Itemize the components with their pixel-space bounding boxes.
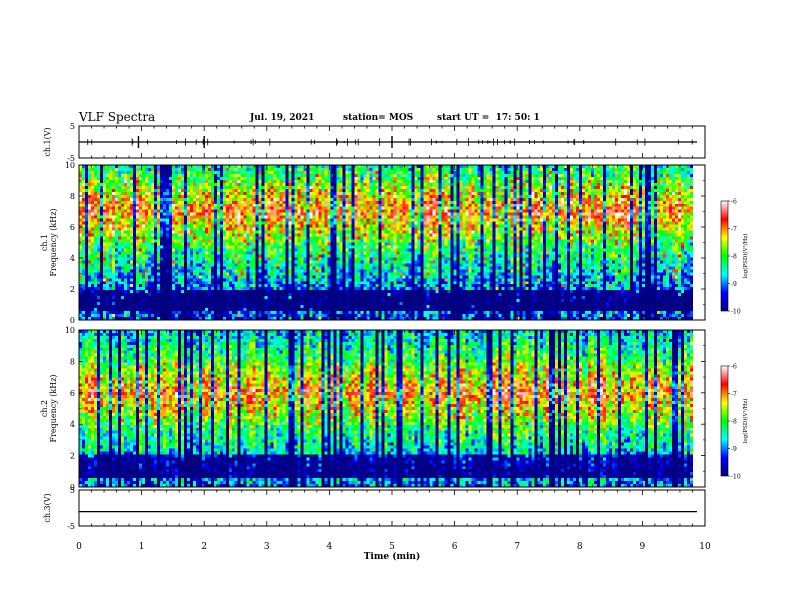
ch3-waveform-ytick-label: -5 bbox=[67, 522, 75, 531]
ch1-spectrogram-colorbar-tick: -10 bbox=[731, 309, 741, 316]
ch1-spectrogram-ytick-label: 0 bbox=[70, 316, 75, 325]
xtick-label: 7 bbox=[514, 542, 520, 552]
ch1-spectrogram-ylabel-channel: ch.1 bbox=[40, 234, 49, 251]
ch1-spectrogram-ylabel-frequency: Frequency (kHz) bbox=[49, 208, 58, 276]
xtick-label: 4 bbox=[327, 542, 333, 552]
xtick-label: 2 bbox=[201, 542, 207, 552]
ch2-spectrogram-ytick-label: 6 bbox=[70, 389, 75, 398]
ch1-spectrogram-ytick-label: 2 bbox=[70, 285, 75, 294]
ch1-spectrogram-ytick-label: 8 bbox=[70, 192, 75, 201]
ch2-spectrogram-colorbar-tick: -8 bbox=[731, 419, 737, 426]
station-label: station= MOS bbox=[343, 113, 414, 123]
ch1-spectrogram-colorbar-tick: -8 bbox=[731, 254, 737, 261]
ch2-spectrogram-colorbar-tick: -7 bbox=[731, 391, 737, 398]
ch1-spectrogram-ytick-label: 4 bbox=[70, 254, 75, 263]
ch1-spectrogram-ytick-label: 10 bbox=[65, 161, 75, 170]
ch1-waveform-ytick-label: -5 bbox=[67, 154, 75, 163]
chart-title: VLF Spectra bbox=[79, 110, 156, 124]
ch2-spectrogram-ytick-label: 0 bbox=[70, 483, 75, 492]
ch1-spectrogram-colorbar-tick: -6 bbox=[731, 199, 737, 206]
ch2-spectrogram-colorbar-tick: -9 bbox=[731, 446, 737, 453]
xtick-label: 5 bbox=[389, 542, 395, 552]
ch1-spectrogram-colorbar: -6 -7 -8 -9 -10 log(PSD)(V²/Hz) bbox=[720, 199, 749, 316]
ch1-spectrogram-colorbar-tick: -7 bbox=[731, 226, 737, 233]
ch1-spectrogram-panel: -6 -7 -8 -9 -10 log(PSD)(V²/Hz) ch.1 Frequency … bbox=[40, 161, 749, 325]
xtick-label: 1 bbox=[139, 542, 145, 552]
ch1-spectrogram-ytick-label: 6 bbox=[70, 223, 75, 232]
ch2-spectrogram-colorbar: -6 -7 -8 -9 -10 log(PSD)(V²/Hz) bbox=[720, 364, 749, 481]
xtick-label: 6 bbox=[452, 542, 458, 552]
ch1-spectrogram-colorbar-label: log(PSD)(V²/Hz) bbox=[742, 234, 749, 279]
start-time-label: start UT = 17: 50: 1 bbox=[437, 113, 540, 123]
ch1-spectrogram-colorbar-tick: -9 bbox=[731, 281, 737, 288]
ch2-spectrogram-ylabel-frequency: Frequency (kHz) bbox=[49, 374, 58, 442]
ch2-spectrogram-ytick-label: 4 bbox=[70, 420, 75, 429]
xtick-label: 10 bbox=[699, 542, 711, 552]
ch2-spectrogram-ytick-label: 10 bbox=[65, 326, 75, 335]
ch2-spectrogram-colorbar-tick: -10 bbox=[731, 474, 741, 481]
ch3-waveform-panel: ch.3(V) 5 -5 bbox=[43, 486, 706, 531]
ch3-waveform-ytick-label: 5 bbox=[70, 486, 75, 495]
x-axis-label: Time (min) bbox=[364, 551, 421, 562]
ch2-spectrogram-image bbox=[79, 330, 693, 487]
ch1-waveform-ytick-label: 5 bbox=[70, 122, 75, 131]
ch2-spectrogram-colorbar-tick: -6 bbox=[731, 364, 737, 371]
ch1-waveform-panel: ch.1(V) 5 -5 bbox=[43, 122, 706, 163]
ch3-waveform-ylabel: ch.3(V) bbox=[43, 493, 52, 522]
ch2-spectrogram-ytick-label: 8 bbox=[70, 357, 75, 366]
ch1-spectrogram-image bbox=[79, 165, 693, 320]
xtick-label: 3 bbox=[264, 542, 270, 552]
xtick-label: 8 bbox=[577, 542, 583, 552]
ch2-spectrogram-panel: -6 -7 -8 -9 -10 log(PSD)(V²/Hz) ch.2 Frequency … bbox=[40, 326, 749, 492]
date-label: Jul. 19, 2021 bbox=[250, 113, 315, 123]
ch3-waveform-frame bbox=[78, 489, 706, 527]
xtick-label: 9 bbox=[640, 542, 646, 552]
ch2-spectrogram-ytick-label: 2 bbox=[70, 452, 75, 461]
ch1-waveform-ylabel: ch.1(V) bbox=[43, 127, 52, 156]
ch2-spectrogram-colorbar-label: log(PSD)(V²/Hz) bbox=[742, 399, 749, 444]
ch2-spectrogram-ylabel-channel: ch.2 bbox=[40, 400, 49, 417]
xtick-label: 0 bbox=[76, 542, 82, 552]
